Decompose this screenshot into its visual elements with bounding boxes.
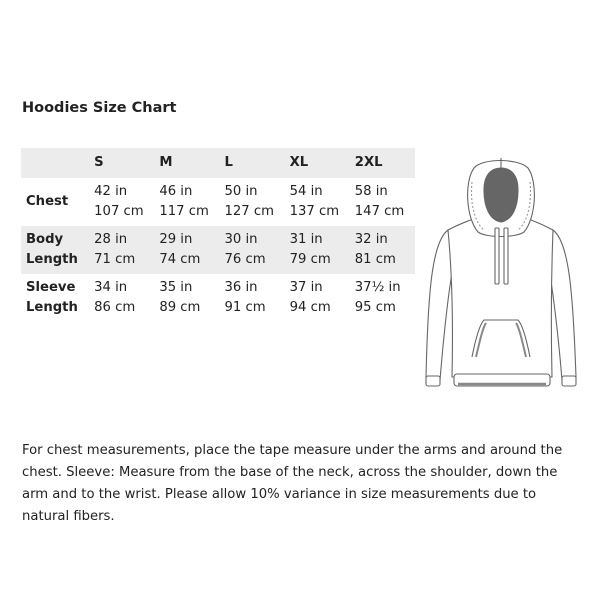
measurement-cell: 35 in 89 cm	[154, 274, 219, 322]
measurement-row: Chest 42 in 107 cm 46 in 117 cm 50 in 127 cm 54…	[21, 178, 415, 226]
cm-value: 95 cm	[354, 300, 396, 315]
measurement-cell: 30 in 76 cm	[219, 226, 284, 274]
measurement-cell: 50 in 127 cm	[219, 178, 284, 226]
inches-value: 50 in	[224, 184, 258, 199]
inches-value: 42 in	[94, 184, 128, 199]
size-header: XL	[289, 155, 309, 170]
cm-value: 137 cm	[289, 204, 340, 219]
measurement-cell: 37½ in 95 cm	[350, 274, 415, 322]
size-header: L	[224, 155, 233, 170]
cm-value: 79 cm	[289, 252, 331, 267]
inches-value: 29 in	[159, 232, 193, 247]
inches-value: 54 in	[289, 184, 323, 199]
row-label-line: Chest	[26, 194, 69, 209]
cm-value: 89 cm	[159, 300, 201, 315]
measurement-cell: 58 in 147 cm	[350, 178, 415, 226]
cm-value: 147 cm	[354, 204, 405, 219]
page-title: Hoodies Size Chart	[22, 100, 177, 116]
size-header-row: S M L XL 2XL	[21, 148, 415, 178]
inches-value: 46 in	[159, 184, 193, 199]
cm-value: 127 cm	[224, 204, 274, 219]
cm-value: 74 cm	[159, 252, 201, 267]
inches-value: 37 in	[289, 280, 323, 295]
cm-value: 71 cm	[94, 252, 136, 267]
inches-value: 28 in	[94, 232, 128, 247]
cm-value: 91 cm	[224, 300, 266, 315]
measurement-cell: 34 in 86 cm	[89, 274, 154, 322]
inches-value: 31 in	[289, 232, 323, 247]
cm-value: 81 cm	[354, 252, 396, 267]
cm-value: 117 cm	[159, 204, 209, 219]
measurement-cell: 28 in 71 cm	[89, 226, 154, 274]
size-header: S	[94, 155, 104, 170]
measurement-cell: 31 in 79 cm	[285, 226, 350, 274]
inches-value: 30 in	[224, 232, 258, 247]
row-label: Sleeve Length	[21, 274, 89, 322]
inches-value: 35 in	[159, 280, 193, 295]
size-chart-table: S M L XL 2XL Chest 42 in 107 cm 46 in 117 cm…	[21, 148, 415, 322]
row-label-line: Length	[26, 252, 78, 267]
cm-value: 94 cm	[289, 300, 331, 315]
row-label: Chest	[21, 178, 89, 226]
inches-value: 36 in	[224, 280, 258, 295]
size-header: 2XL	[354, 155, 383, 170]
row-label-line: Body	[26, 232, 64, 247]
inches-value: 37½ in	[354, 280, 401, 295]
cm-value: 76 cm	[224, 252, 266, 267]
inches-value: 34 in	[94, 280, 128, 295]
measurement-cell: 42 in 107 cm	[89, 178, 154, 226]
measurement-cell: 54 in 137 cm	[285, 178, 350, 226]
row-label-line: Length	[26, 300, 78, 315]
corner-cell	[21, 148, 89, 178]
measurement-row: Body Length 28 in 71 cm 29 in 74 cm 30 in 76 cm…	[21, 226, 415, 274]
measurement-cell: 37 in 94 cm	[285, 274, 350, 322]
measurement-cell: 29 in 74 cm	[154, 226, 219, 274]
measurement-row: Sleeve Length 34 in 86 cm 35 in 89 cm 36 in 91 …	[21, 274, 415, 322]
hoodie-illustration	[425, 158, 577, 387]
size-header: M	[159, 155, 173, 170]
measurement-note: For chest measurements, place the tape m…	[22, 443, 563, 524]
measurement-cell: 36 in 91 cm	[219, 274, 284, 322]
inches-value: 58 in	[354, 184, 388, 199]
cm-value: 86 cm	[94, 300, 136, 315]
row-label: Body Length	[21, 226, 89, 274]
measurement-cell: 32 in 81 cm	[350, 226, 415, 274]
measurement-cell: 46 in 117 cm	[154, 178, 219, 226]
inches-value: 32 in	[354, 232, 388, 247]
cm-value: 107 cm	[94, 204, 144, 219]
row-label-line: Sleeve	[26, 280, 76, 295]
